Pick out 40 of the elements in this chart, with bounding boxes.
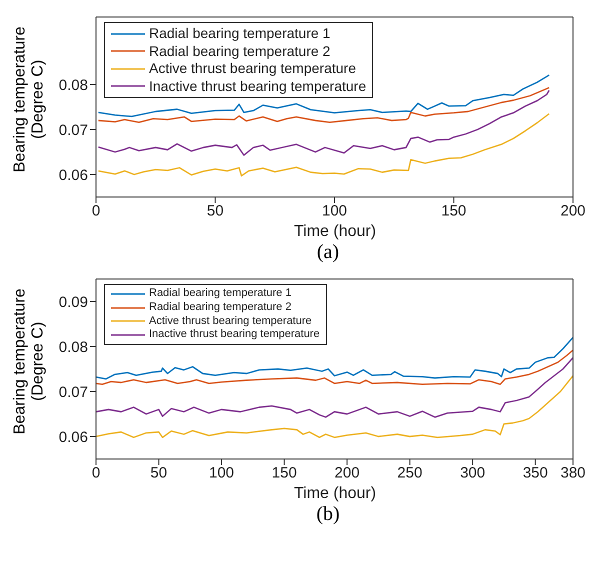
y-tick-label: 0.06	[58, 428, 88, 446]
x-tick-label: 250	[397, 464, 422, 482]
x-tick-label: 0	[92, 202, 100, 220]
x-tick-label: 350	[522, 464, 548, 482]
line-series	[96, 349, 573, 385]
x-tick-label: 300	[460, 464, 486, 482]
legend-label: Radial bearing temperature 1	[149, 25, 330, 42]
x-tick-label: 150	[441, 202, 466, 220]
x-axis-title: Time (hour)	[292, 223, 378, 241]
y-tick-label: 0.07	[58, 122, 88, 139]
y-tick-label: 0.09	[58, 294, 88, 311]
legend-label: Active thrust bearing temperature	[149, 314, 312, 328]
legend-label: Active thrust bearing temperature	[149, 60, 356, 78]
line-series	[98, 74, 550, 118]
x-tick-label: 200	[334, 464, 360, 482]
y-axis-title: Bearing temperature (Degree C)	[12, 288, 48, 436]
x-tick-label: 100	[209, 464, 234, 482]
x-tick-label: 150	[272, 464, 297, 482]
y-axis-title: Bearing temperature (Degree C)	[12, 26, 48, 174]
x-tick-label: 50	[150, 464, 168, 482]
x-tick-label: 0	[92, 464, 100, 482]
legend-label: Inactive thrust bearing temperature	[149, 78, 366, 95]
y-tick-label: 0.08	[58, 338, 88, 356]
y-tick-label: 0.08	[58, 76, 88, 94]
legend-label: Radial bearing temperature 2	[149, 300, 292, 314]
x-tick-label: 50	[206, 202, 224, 220]
y-tick-label: 0.07	[58, 384, 88, 401]
text: (a)	[316, 241, 340, 264]
text: (b)	[315, 503, 341, 526]
line-series	[98, 113, 550, 177]
x-tick-label: 100	[322, 202, 348, 220]
x-tick-label: 200	[560, 202, 586, 220]
line-series	[96, 357, 573, 418]
legend-label: Radial bearing temperature 2	[149, 42, 330, 60]
line-series	[96, 375, 573, 438]
legend-label: Inactive thrust bearing temperature	[149, 328, 320, 342]
y-tick-label: 0.06	[58, 166, 88, 184]
legend-label: Radial bearing temperature 1	[149, 287, 292, 301]
x-tick-label: 380	[560, 464, 586, 482]
x-axis-title: Time (hour)	[292, 485, 378, 503]
